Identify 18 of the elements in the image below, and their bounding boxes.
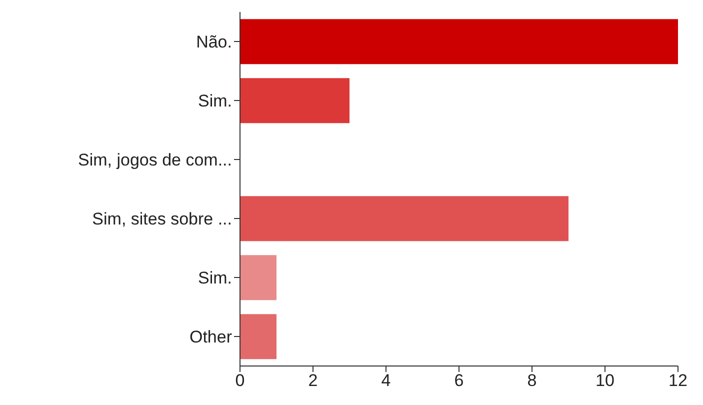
y-tick-label: Sim, sites sobre ...	[92, 210, 232, 229]
y-tick-label: Sim, jogos de com...	[78, 150, 232, 170]
x-tick-label: 0	[235, 371, 245, 390]
bar	[240, 196, 568, 242]
y-tick-label: Sim.	[198, 92, 232, 111]
bar	[240, 78, 350, 124]
x-tick-label: 8	[527, 371, 537, 390]
x-tick-label: 12	[668, 371, 688, 390]
x-tick-label: 2	[308, 371, 318, 390]
y-tick-label: Sim.	[198, 268, 232, 288]
y-tick-label: Não.	[196, 32, 232, 52]
y-tick-label: Other	[189, 328, 232, 347]
bar	[240, 314, 276, 360]
bar	[240, 255, 276, 300]
x-tick-label: 4	[381, 371, 391, 390]
x-tick-label: 6	[454, 371, 464, 390]
bar	[240, 19, 678, 64]
x-tick-label: 10	[596, 371, 614, 390]
